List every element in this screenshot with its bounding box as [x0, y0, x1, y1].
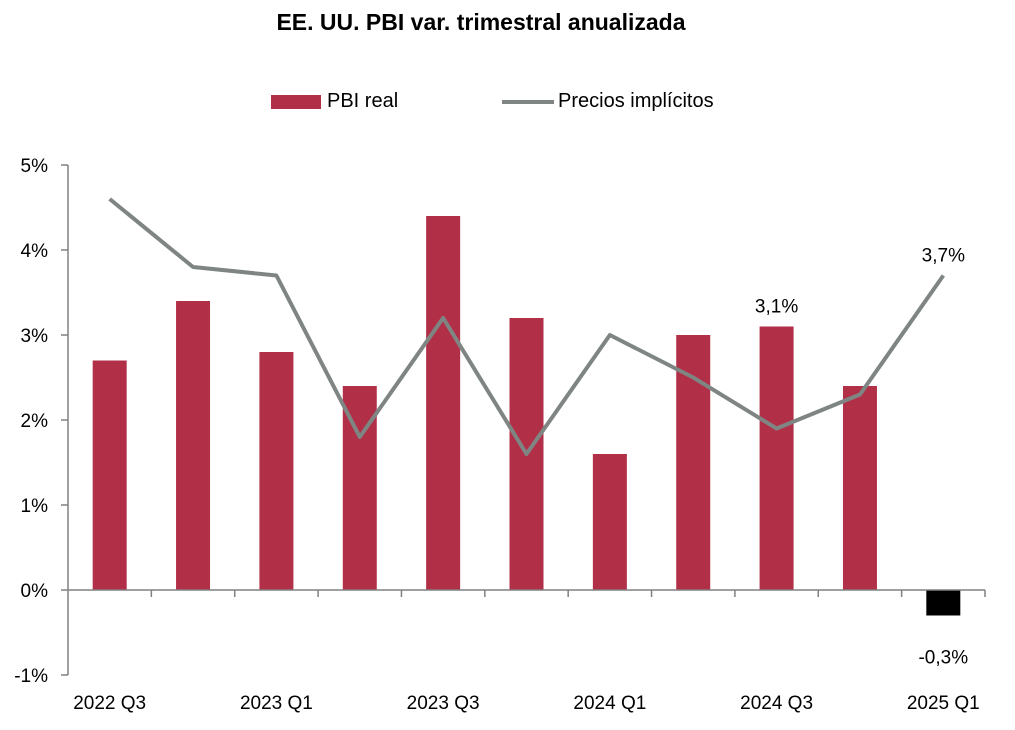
x-tick-label: 2022 Q3 [73, 693, 146, 714]
bar-pbi-real [842, 386, 877, 590]
y-tick-label: 1% [21, 496, 49, 517]
data-label: 3,7% [922, 246, 965, 267]
bar-pbi-real [426, 216, 461, 590]
bar-pbi-real [92, 360, 127, 590]
data-label: 3,1% [755, 297, 798, 318]
x-tick-label: 2024 Q1 [573, 693, 646, 714]
y-tick-label: -1% [14, 666, 48, 687]
y-tick-label: 3% [21, 326, 49, 347]
bar-pbi-real [759, 326, 794, 590]
y-tick-label: 2% [21, 411, 49, 432]
bar-pbi-real [259, 352, 294, 590]
legend-label-precios-implicitos: Precios implícitos [558, 90, 714, 112]
chart-title: EE. UU. PBI var. trimestral anualizada [276, 9, 686, 35]
y-tick-label: 4% [21, 241, 49, 262]
bar-pbi-real [176, 301, 211, 590]
data-label: -0,3% [918, 648, 968, 669]
legend-label-pbi-real: PBI real [327, 90, 399, 112]
x-tick-label: 2024 Q3 [740, 693, 813, 714]
y-tick-label: 0% [21, 581, 49, 602]
x-tick-label: 2023 Q1 [240, 693, 313, 714]
chart-legend: PBI real Precios implícitos [0, 90, 1015, 118]
bar-pbi-real [926, 590, 961, 616]
x-tick-label: 2023 Q3 [407, 693, 480, 714]
y-tick-label: 5% [21, 156, 49, 177]
bar-pbi-real [592, 454, 627, 590]
legend-item-pbi-real: PBI real [271, 90, 398, 113]
legend-item-precios-implicitos: Precios implícitos [502, 90, 714, 113]
legend-swatch-precios-implicitos [502, 99, 554, 104]
legend-swatch-pbi-real [271, 94, 321, 109]
x-tick-label: 2025 Q1 [907, 693, 980, 714]
